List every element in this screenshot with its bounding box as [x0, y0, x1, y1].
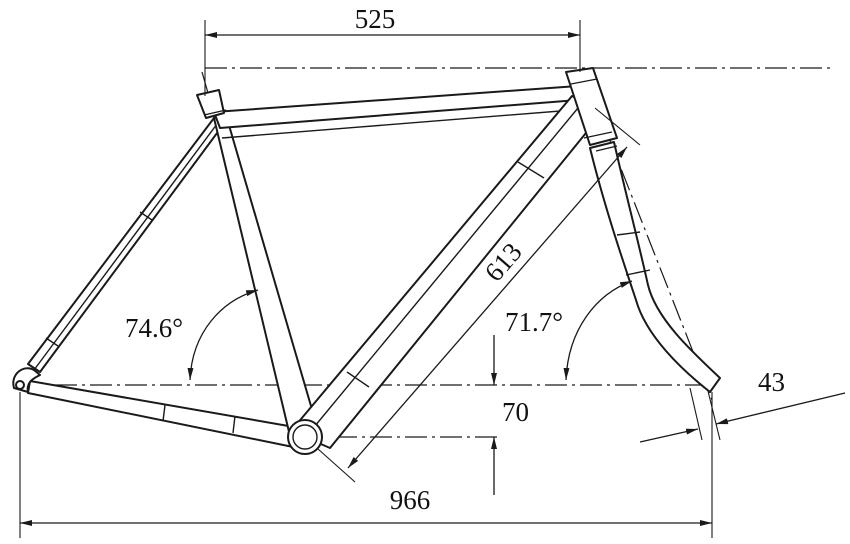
- dim-43-leader-left: [639, 428, 699, 443]
- frame: [12, 67, 721, 455]
- dim-966-label: 966: [390, 485, 431, 515]
- top-tube-lower-edge: [221, 109, 574, 139]
- dimension-613: 613: [317, 107, 641, 483]
- dim-43-label: 43: [758, 367, 785, 397]
- seat-stay-inner-edge: [33, 123, 218, 371]
- down-tube: [290, 95, 604, 449]
- dim-613-ext-top: [594, 107, 641, 146]
- dimension-seat-angle: 74.6°: [125, 289, 259, 381]
- dim-43-ext-axle: [707, 390, 721, 441]
- dim-613-ext-bottom: [317, 448, 356, 483]
- dimension-43: 43: [639, 367, 846, 443]
- seat-lug-line: [203, 109, 227, 116]
- dim-43-ext-steering: [689, 387, 703, 441]
- seat-stay-joint-2: [45, 337, 59, 347]
- dim-613-line: [347, 146, 628, 469]
- seat-stay-joint-1: [139, 211, 153, 221]
- dimension-525: 525: [204, 4, 581, 96]
- head-tube-centerline: [582, 71, 713, 401]
- seat-tube: [213, 114, 319, 437]
- chain-stay-joint-2: [232, 415, 236, 434]
- dimension-head-angle: 71.7°: [505, 280, 633, 381]
- head-tube: [565, 67, 618, 146]
- dimension-966: 966: [19, 392, 713, 538]
- head-angle-arc: [563, 280, 633, 381]
- dimension-70: 70: [491, 335, 529, 495]
- head-angle-label: 71.7°: [505, 307, 563, 337]
- down-tube-inner-edge: [304, 107, 579, 439]
- fork-joint-2: [625, 269, 651, 276]
- seat-angle-arc: [187, 289, 259, 381]
- fork-blade: [589, 141, 721, 393]
- top-tube: [213, 85, 579, 129]
- seat-angle-label: 74.6°: [125, 313, 183, 343]
- head-tube-headset-upper: [570, 78, 598, 85]
- dim-43-leader-right: [715, 392, 846, 425]
- bottom-bracket-bore: [292, 424, 318, 450]
- dim-70-label: 70: [502, 397, 529, 427]
- rear-axle: [15, 380, 25, 390]
- dim-525-label: 525: [355, 4, 396, 34]
- seat-tube-top-lug: [196, 89, 225, 119]
- head-tube-headset-lower: [583, 131, 613, 139]
- chain-stay-joint-1: [162, 404, 166, 422]
